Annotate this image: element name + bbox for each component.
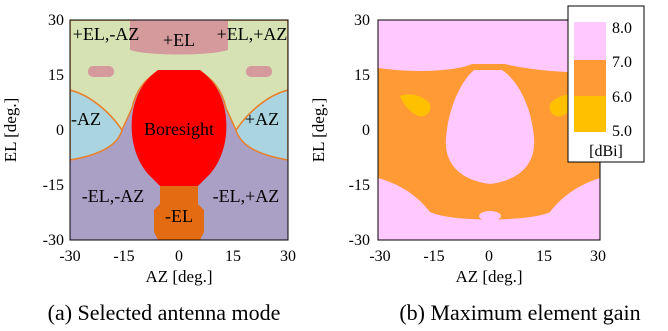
a-xtick-m30: -30 <box>59 248 80 265</box>
a-xtick-15: 15 <box>225 248 241 265</box>
gain-7-8-bottom <box>378 178 600 240</box>
label-plus-el-minus-az: +EL,-AZ <box>73 24 140 44</box>
label-minus-el: -EL <box>165 206 193 226</box>
a-xtick-0: 0 <box>175 248 183 265</box>
colorbar-tick-5: 5.0 <box>612 123 632 140</box>
label-minus-az: -AZ <box>71 109 101 129</box>
a-ytick-15: 15 <box>48 67 64 84</box>
b-xtick-30: 30 <box>590 248 606 265</box>
b-xtick-m30: -30 <box>369 248 390 265</box>
region-boresight <box>131 70 227 186</box>
b-xtick-m15: -15 <box>423 248 444 265</box>
a-ylabel: EL [deg.] <box>1 98 20 163</box>
panel-a-regions <box>70 20 288 240</box>
colorbar-tick-6: 6.0 <box>612 89 632 106</box>
label-minus-el-plus-az: -EL,+AZ <box>213 186 280 206</box>
panel-a-frame <box>69 19 289 241</box>
colorbar-tick-8: 8.0 <box>612 20 632 37</box>
colorbar-bin-6-7 <box>574 60 606 96</box>
a-xlabel: AZ [deg.] <box>145 267 212 286</box>
gain-7-8-small <box>479 211 501 221</box>
gain-7-8-top <box>378 20 600 73</box>
b-xtick-15: 15 <box>536 248 552 265</box>
gain-7-8-center <box>445 70 535 184</box>
colorbar-bin-5-6 <box>574 96 606 132</box>
panel-a: +EL,-AZ +EL +EL,+AZ -AZ Boresight +AZ -E… <box>1 12 296 325</box>
region-plus-el <box>130 20 228 55</box>
a-ytick-m30: -30 <box>43 232 64 249</box>
panel-b: 30 15 0 -15 -30 -30 -15 0 15 30 AZ [deg.… <box>309 5 645 325</box>
b-caption: (b) Maximum element gain <box>399 300 640 325</box>
colorbar-unit: [dBi] <box>589 143 623 160</box>
a-ytick-0: 0 <box>56 122 64 139</box>
colorbar: 8.0 7.0 6.0 5.0 [dBi] <box>567 5 645 163</box>
b-ytick-m30: -30 <box>349 232 370 249</box>
colorbar-tick-7: 7.0 <box>612 54 632 71</box>
b-xlabel: AZ [deg.] <box>455 267 522 286</box>
region-minus-el <box>154 186 204 240</box>
b-ytick-m15: -15 <box>349 177 370 194</box>
a-xtick-m15: -15 <box>113 248 134 265</box>
label-minus-el-minus-az: -EL,-AZ <box>82 186 144 206</box>
a-ytick-m15: -15 <box>43 177 64 194</box>
panel-b-contours <box>378 20 600 240</box>
colorbar-bin-7-8 <box>574 22 606 60</box>
label-plus-el: +EL <box>163 30 195 50</box>
a-caption: (a) Selected antenna mode <box>48 300 281 325</box>
blob-right <box>246 66 272 77</box>
gain-5-6-left <box>400 94 431 117</box>
blob-left <box>88 66 114 77</box>
label-plus-az: +AZ <box>245 109 279 129</box>
label-boresight: Boresight <box>144 119 214 139</box>
b-ytick-30: 30 <box>354 12 370 29</box>
b-xtick-0: 0 <box>485 248 493 265</box>
a-ytick-30: 30 <box>48 12 64 29</box>
label-plus-el-plus-az: +EL,+AZ <box>217 24 288 44</box>
a-xtick-30: 30 <box>280 248 296 265</box>
b-ytick-15: 15 <box>354 67 370 84</box>
b-ytick-0: 0 <box>362 122 370 139</box>
b-ylabel: EL [deg.] <box>309 98 328 163</box>
